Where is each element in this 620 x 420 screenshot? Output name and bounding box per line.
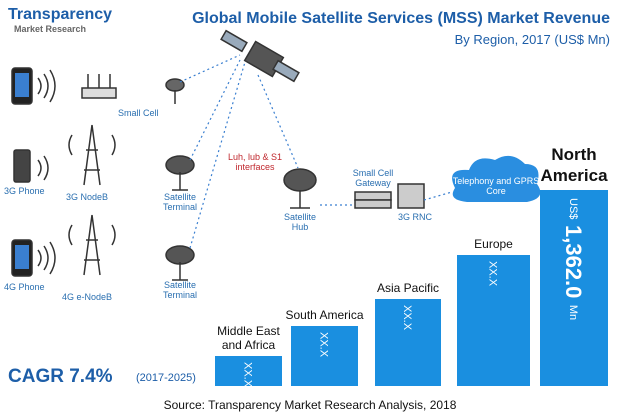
diagram-label: Luh, lub & S1 interfaces <box>227 152 283 172</box>
diagram-label: Telephony and GPRS Core <box>452 176 540 196</box>
diagram-label: 4G Phone <box>4 282 45 292</box>
bar <box>291 325 358 386</box>
value-label-group: XX.X <box>318 332 330 357</box>
diagram-label: Satellite Hub <box>283 212 317 232</box>
cagr: CAGR 7.4% <box>8 366 113 387</box>
chart-title: Global Mobile Satellite Services (MSS) M… <box>192 10 610 27</box>
value-label: XX.X <box>241 361 254 387</box>
diagram-label: Small Cell <box>118 108 159 118</box>
unit-suffix: Mn <box>567 304 579 321</box>
category-label: Middle East and Africa <box>217 323 280 352</box>
logo-line2: Market Research <box>14 24 87 34</box>
bar <box>540 190 608 386</box>
category-label: South America <box>285 307 364 322</box>
chart-subtitle: By Region, 2017 (US$ Mn) <box>454 32 610 47</box>
cagr-period: (2017-2025) <box>136 372 196 384</box>
diagram-label: 3G NodeB <box>66 192 109 202</box>
logo-line1: Transparency <box>8 6 113 23</box>
diagram-label: 3G RNC <box>398 212 433 222</box>
unit-prefix: US$ <box>567 198 579 220</box>
value-label-group: US$ 1,362.0 Mn <box>560 198 586 320</box>
value-label-group: XX.X <box>487 261 499 286</box>
value-label-group: XX.X <box>401 305 413 330</box>
category-label: Asia Pacific <box>376 280 440 295</box>
diagram-label: Satellite Terminal <box>162 192 197 212</box>
bar <box>457 255 530 386</box>
bar <box>375 298 441 386</box>
value-label: XX.X <box>486 261 499 287</box>
diagram-label: Satellite Terminal <box>162 280 197 300</box>
category-label: North America <box>540 145 608 185</box>
value-label: XX.X <box>401 304 413 330</box>
value-label-group: XX.X <box>242 362 254 387</box>
diagram-label: 3G Phone <box>4 186 45 196</box>
category-label: Europe <box>474 237 513 252</box>
value-label: 1,362.0 <box>561 225 586 299</box>
diagram-label: 4G e-NodeB <box>62 292 113 302</box>
source: Source: Transparency Market Research Ana… <box>163 398 457 412</box>
value-label: XX.X <box>317 331 330 357</box>
diagram-label: Small Cell Gateway <box>352 168 394 188</box>
bar <box>215 355 282 386</box>
